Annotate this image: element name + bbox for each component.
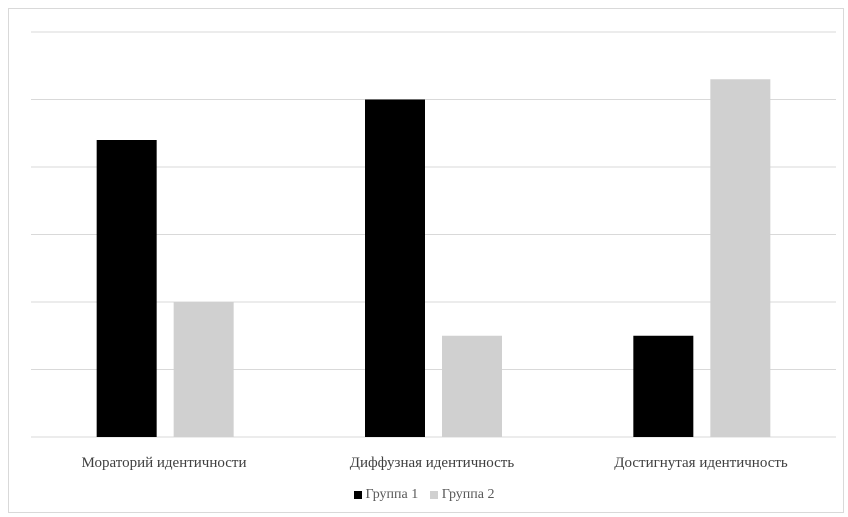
legend-swatch-group-1 bbox=[353, 491, 362, 499]
bar-series-2-category-1 bbox=[173, 302, 234, 437]
gridlines bbox=[31, 31, 836, 438]
bar-series-2-category-3 bbox=[710, 79, 771, 437]
category-labels: Мораторий идентичности Диффузная идентич… bbox=[81, 455, 787, 471]
bar-series-1-category-3 bbox=[633, 335, 694, 437]
bar-series-1-category-1 bbox=[96, 140, 157, 437]
bar-series-1-category-2 bbox=[365, 99, 425, 437]
category-label-2: Достигнутая идентичность bbox=[614, 455, 788, 471]
legend-swatch-group-2 bbox=[429, 491, 438, 499]
legend-item-group-2: Группа 2 bbox=[429, 487, 495, 503]
category-label-1: Диффузная идентичность bbox=[350, 455, 515, 471]
bar-series-2-category-2 bbox=[442, 335, 502, 437]
category-label-0: Мораторий идентичности bbox=[81, 455, 246, 471]
bars bbox=[96, 79, 771, 437]
legend-item-group-1: Группа 1 bbox=[353, 487, 419, 503]
legend-label-group-1: Группа 1 bbox=[365, 487, 419, 502]
legend-label-group-2: Группа 2 bbox=[441, 487, 495, 502]
legend: Группа 1 Группа 2 bbox=[0, 487, 848, 504]
